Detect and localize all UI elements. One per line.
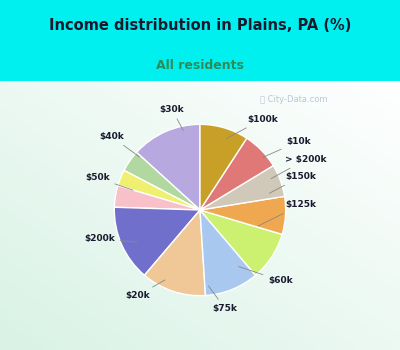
Wedge shape — [200, 210, 256, 295]
Text: $60k: $60k — [239, 267, 293, 285]
Text: $30k: $30k — [160, 105, 184, 131]
Text: $125k: $125k — [258, 201, 316, 226]
Wedge shape — [200, 196, 286, 234]
Wedge shape — [118, 170, 200, 210]
Wedge shape — [124, 152, 200, 210]
Text: $200k: $200k — [84, 234, 137, 243]
Wedge shape — [136, 124, 200, 210]
Wedge shape — [144, 210, 206, 296]
Wedge shape — [200, 166, 284, 210]
Text: $40k: $40k — [99, 132, 140, 157]
Text: $150k: $150k — [269, 172, 316, 193]
Text: All residents: All residents — [156, 59, 244, 72]
Text: $10k: $10k — [262, 137, 311, 158]
Wedge shape — [200, 210, 282, 275]
Text: $75k: $75k — [208, 286, 238, 313]
Text: $50k: $50k — [85, 173, 133, 190]
Text: $100k: $100k — [226, 115, 278, 139]
Wedge shape — [200, 124, 247, 210]
Text: ⓘ City-Data.com: ⓘ City-Data.com — [260, 94, 328, 104]
Wedge shape — [114, 207, 200, 275]
Wedge shape — [200, 138, 273, 210]
Text: Income distribution in Plains, PA (%): Income distribution in Plains, PA (%) — [49, 18, 351, 33]
Wedge shape — [114, 186, 200, 210]
Text: > $200k: > $200k — [271, 155, 326, 179]
Text: $20k: $20k — [125, 280, 165, 300]
